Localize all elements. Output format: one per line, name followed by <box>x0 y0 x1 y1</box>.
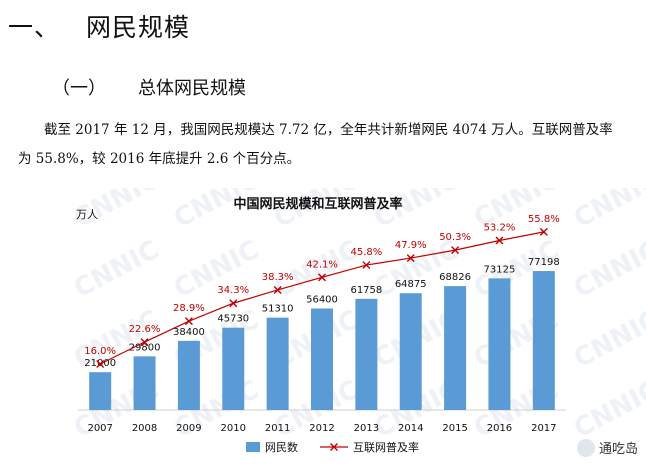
bar <box>355 298 378 410</box>
bar-value-label: 73125 <box>484 264 516 275</box>
line-marker <box>539 227 548 236</box>
watermark-text: CNNIC <box>569 235 646 304</box>
line-value-label: 47.9% <box>395 240 427 251</box>
y-axis-label: 万人 <box>76 208 98 221</box>
line-value-label: 38.3% <box>262 272 294 283</box>
watermark-text: CNNIC <box>569 305 646 374</box>
line-marker <box>451 246 460 255</box>
line-marker <box>495 236 504 245</box>
line-value-label: 55.8% <box>528 214 560 225</box>
subsection-number: （一） <box>52 78 106 99</box>
x-tick-label: 2014 <box>398 423 423 434</box>
bar-value-label: 64875 <box>395 279 427 290</box>
x-tick-label: 2007 <box>87 423 112 434</box>
watermark-text: CNNIC <box>569 375 646 444</box>
line-value-label: 50.3% <box>439 232 471 243</box>
line-value-label: 22.6% <box>129 324 161 335</box>
bar-value-label: 68826 <box>439 272 471 283</box>
bar <box>399 293 422 410</box>
legend-bar-swatch <box>246 442 260 452</box>
subsection-heading: （一） 总体网民规模 <box>52 74 246 100</box>
subsection-title: 总体网民规模 <box>138 78 246 99</box>
legend-line-label: 互联网普及率 <box>353 440 419 454</box>
line-value-label: 45.8% <box>350 247 382 258</box>
bar-value-label: 45730 <box>217 314 249 325</box>
x-tick-label: 2009 <box>176 423 201 434</box>
chart-title: 中国网民规模和互联网普及率 <box>233 196 402 212</box>
bar-value-label: 29800 <box>129 342 161 353</box>
legend-line-marker <box>330 443 338 451</box>
line-marker <box>273 285 282 294</box>
bar <box>133 356 156 410</box>
watermark-text: CNNIC <box>569 188 646 234</box>
line-value-label: 28.9% <box>173 303 205 314</box>
bar <box>89 372 112 410</box>
line-marker <box>318 273 326 282</box>
bar-value-label: 56400 <box>306 294 338 305</box>
section-heading: 一、 网民规模 <box>8 8 190 44</box>
bar <box>266 317 289 410</box>
line-value-label: 53.2% <box>484 222 516 233</box>
line-marker <box>362 261 371 270</box>
line-marker <box>96 360 105 368</box>
section-number: 一、 <box>8 13 61 42</box>
wechat-bubble-icon <box>576 438 595 457</box>
logo-text: 通吃岛 <box>598 442 638 457</box>
line-value-label: 34.3% <box>217 285 249 296</box>
bar <box>488 278 511 410</box>
x-tick-label: 2016 <box>487 423 512 434</box>
body-paragraph: 截至 2017 年 12 月，我国网民规模达 7.72 亿，全年共计新增网民 4… <box>18 122 613 167</box>
bar <box>311 308 333 410</box>
x-tick-label: 2010 <box>221 423 246 434</box>
x-tick-label: 2008 <box>132 423 157 434</box>
watermark-text: CNNIC <box>69 235 164 304</box>
line-marker <box>229 299 238 308</box>
bar-value-label: 61758 <box>350 285 382 296</box>
line-value-label: 16.0% <box>84 346 116 357</box>
bar <box>177 340 200 410</box>
line-marker <box>140 338 149 347</box>
bar-value-label: 77198 <box>528 257 560 268</box>
legend-bar-label: 网民数 <box>265 441 298 454</box>
bar <box>444 286 467 410</box>
x-tick-label: 2012 <box>309 423 334 434</box>
x-tick-label: 2017 <box>531 423 556 434</box>
account-logo: 通吃岛 <box>576 438 638 457</box>
line-value-label: 42.1% <box>306 259 338 270</box>
bar <box>222 327 245 410</box>
bar-value-label: 38400 <box>173 327 205 338</box>
x-tick-label: 2015 <box>442 423 467 434</box>
line-marker <box>184 317 193 326</box>
bar-value-label: 51310 <box>262 304 294 315</box>
x-tick-label: 2013 <box>354 423 379 434</box>
section-title: 网民规模 <box>86 13 191 42</box>
line-marker <box>406 254 415 263</box>
chart-container: CNNIC CNNIC CNNIC CNNIC CNNIC CNNIC CNNIC CNNIC… <box>0 165 646 471</box>
bar <box>532 271 555 410</box>
x-tick-label: 2011 <box>265 423 290 434</box>
